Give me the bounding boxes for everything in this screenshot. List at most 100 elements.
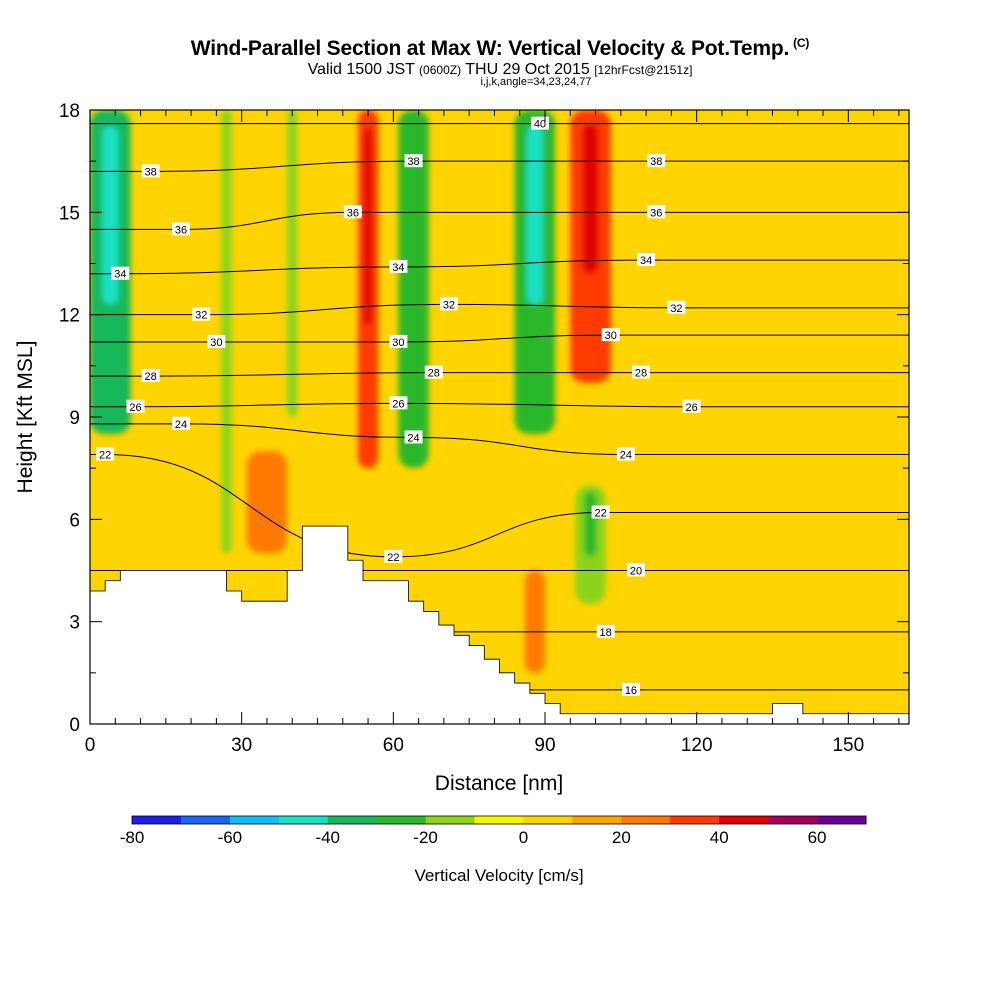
contour-label-text: 34 xyxy=(392,262,404,274)
contour-label-text: 32 xyxy=(195,310,207,322)
y-tick-label: 15 xyxy=(59,203,80,224)
colorbar-swatch xyxy=(572,816,622,824)
colorbar-swatch xyxy=(229,816,280,824)
contour-label-box xyxy=(389,334,408,348)
contour-label-text: 30 xyxy=(605,330,617,342)
contour-label: 34 xyxy=(637,253,656,267)
y-tick-label: 3 xyxy=(69,613,80,634)
colorbar-swatch xyxy=(474,816,524,824)
velocity-plume xyxy=(524,570,545,673)
contour-label: 38 xyxy=(647,154,666,168)
colorbar-tick-label: 0 xyxy=(519,828,528,847)
contour-label: 36 xyxy=(172,222,190,236)
y-tick-label: 9 xyxy=(69,408,80,429)
colorbar-frame xyxy=(131,815,867,825)
colorbar-tick-label: 40 xyxy=(710,828,729,847)
contour-labels: 38 36 34 32 30 28 26 24 22 38 36 34 32 30 28 26 24 22 40 38… xyxy=(96,116,701,697)
y-axis-title: Height [Kft MSL] xyxy=(14,341,37,494)
contour-label: 24 xyxy=(404,430,423,444)
x-tick-label: 90 xyxy=(534,735,555,756)
x-axis-title: Distance [nm] xyxy=(435,772,563,795)
isentrope-line xyxy=(90,303,909,316)
contour-label: 40 xyxy=(530,116,549,131)
contour-label: 18 xyxy=(596,624,615,639)
contour-label: 30 xyxy=(389,334,408,349)
contour-label: 32 xyxy=(192,307,211,322)
contour-label: 36 xyxy=(647,205,666,219)
contour-label-text: 36 xyxy=(175,224,187,236)
contour-label-box xyxy=(647,154,666,168)
contour-label-box xyxy=(126,399,145,413)
contour-label-box xyxy=(141,164,160,178)
contour-label-text: 22 xyxy=(387,552,399,564)
colorbar-swatch xyxy=(376,816,427,824)
contour-label: 22 xyxy=(384,549,403,564)
x-tick-label: 150 xyxy=(832,735,864,756)
contour-label-text: 32 xyxy=(443,299,455,311)
colorbar-swatch xyxy=(523,816,573,824)
colorbar-swatch xyxy=(132,816,182,824)
colorbar-tick-label: -20 xyxy=(413,828,438,847)
contour-label-text: 38 xyxy=(145,166,157,178)
chart-title-text: Wind-Parallel Section at Max W: Vertical… xyxy=(190,37,790,60)
colorbar-tick-label: -40 xyxy=(315,828,340,847)
contour-label-box xyxy=(404,154,423,168)
contour-label: 36 xyxy=(343,205,362,219)
colorbar-swatch xyxy=(670,816,720,824)
isentrope-line xyxy=(90,334,909,343)
contour-label-text: 30 xyxy=(392,337,404,349)
terrain-mask xyxy=(89,525,910,725)
contour-label-text: 38 xyxy=(650,156,662,168)
colorbar-swatch xyxy=(817,816,867,824)
contour-label-text: 38 xyxy=(407,156,419,168)
contour-label-box xyxy=(667,300,686,314)
contour-label-box xyxy=(111,266,130,280)
subtitle-valid: Valid 1500 JST xyxy=(307,61,420,78)
velocity-plume-core xyxy=(582,123,599,274)
colorbar-tick-label: 60 xyxy=(808,828,827,847)
contour-label-text: 18 xyxy=(600,627,612,639)
contour-label-box xyxy=(621,682,640,696)
contour-label-text: 28 xyxy=(635,368,647,380)
contour-label-box xyxy=(439,297,458,311)
x-tick-label: 0 xyxy=(85,735,96,756)
chart-title: Wind-Parallel Section at Max W: Vertical… xyxy=(0,36,1000,61)
copyright-mark: (C) xyxy=(793,36,810,50)
subtitle-date: THU 29 Oct 2015 xyxy=(461,61,595,78)
contour-label-box xyxy=(627,563,645,577)
contour-label-text: 36 xyxy=(347,207,359,219)
contour-label-box xyxy=(647,205,666,219)
contour-label: 26 xyxy=(682,399,701,414)
velocity-plume-core xyxy=(364,127,373,325)
contour-label-box xyxy=(389,396,408,410)
contour-label-text: 26 xyxy=(129,402,141,414)
contour-label-text: 24 xyxy=(175,419,187,431)
velocity-plume xyxy=(246,451,288,554)
contour-label: 22 xyxy=(96,447,115,462)
y-tick-label: 12 xyxy=(59,306,80,327)
colorbar-swatch xyxy=(425,816,476,824)
chart-subtitle: Valid 1500 JST (0600Z) THU 29 Oct 2015 [… xyxy=(0,61,1000,79)
contour-label: 16 xyxy=(621,682,640,697)
contour-label-text: 28 xyxy=(428,368,440,380)
contour-label-box xyxy=(424,365,443,379)
colorbar-swatch xyxy=(621,816,671,824)
y-tick-label: 0 xyxy=(69,715,80,736)
contour-label-text: 30 xyxy=(210,337,222,349)
contour-label: 30 xyxy=(207,334,226,349)
contour-label-text: 24 xyxy=(620,450,632,462)
contour-label-box xyxy=(192,307,211,321)
colorbar-swatch xyxy=(768,816,818,824)
chart-indices: i,j,k,angle=34,23,24,77 xyxy=(0,76,1000,88)
contour-label-box xyxy=(96,447,115,461)
contour-label: 30 xyxy=(601,328,620,342)
contour-label-box xyxy=(591,505,610,519)
velocity-plumes xyxy=(90,110,611,673)
subtitle-forecast: [12hrFcst@2151z] xyxy=(594,63,693,77)
colorbar-tick-label: -60 xyxy=(218,828,243,847)
contour-label-box xyxy=(343,205,362,219)
subtitle-zulu: (0600Z) xyxy=(419,63,462,77)
colorbar-tick-label: -80 xyxy=(120,828,145,847)
colorbar: -80 -60 -40 -20 0 20 40 60 xyxy=(120,815,867,847)
